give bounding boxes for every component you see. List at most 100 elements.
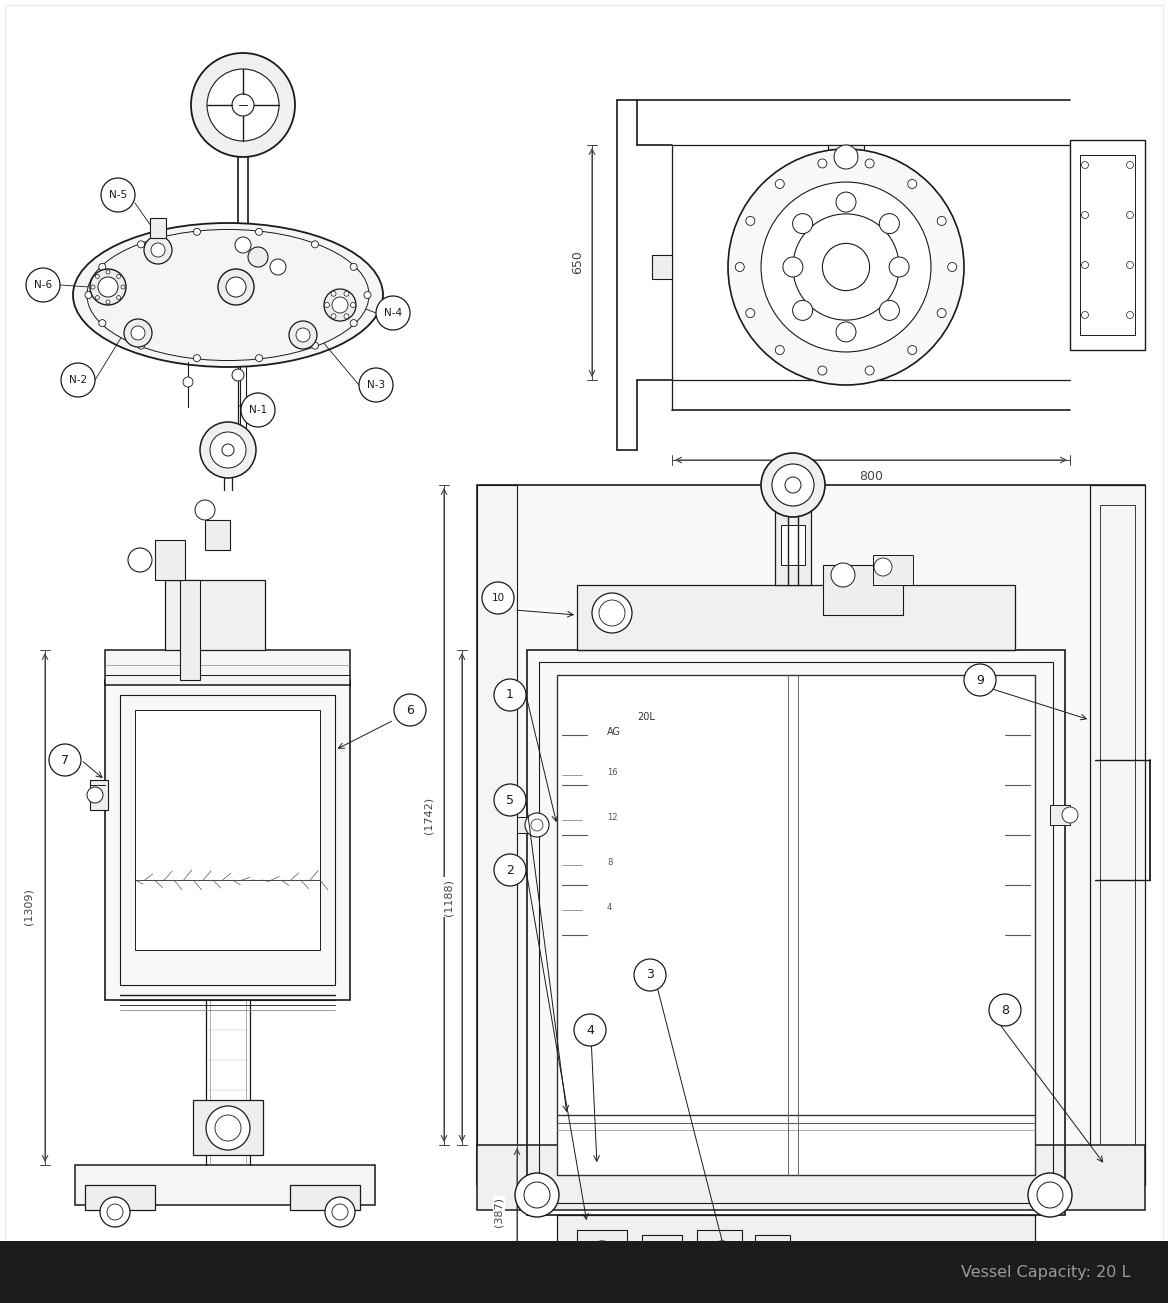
Bar xyxy=(538,662,1054,1203)
Circle shape xyxy=(345,292,349,296)
Circle shape xyxy=(86,787,103,803)
Bar xyxy=(781,525,805,566)
Circle shape xyxy=(964,665,996,696)
Text: 16: 16 xyxy=(607,767,618,777)
Circle shape xyxy=(222,444,234,456)
Circle shape xyxy=(332,1204,348,1220)
Circle shape xyxy=(889,257,909,278)
Circle shape xyxy=(200,422,256,478)
Circle shape xyxy=(531,820,543,831)
Circle shape xyxy=(350,319,357,327)
Circle shape xyxy=(131,326,145,340)
Text: 3: 3 xyxy=(646,968,654,981)
Circle shape xyxy=(1082,311,1089,318)
Text: N-3: N-3 xyxy=(367,380,385,390)
Text: N-4: N-4 xyxy=(384,308,402,318)
Text: (1188): (1188) xyxy=(443,878,453,916)
Circle shape xyxy=(793,214,813,233)
Circle shape xyxy=(215,1115,241,1141)
Circle shape xyxy=(599,599,625,625)
Circle shape xyxy=(783,257,802,278)
Bar xyxy=(517,817,542,833)
Circle shape xyxy=(634,959,666,992)
Text: N-6: N-6 xyxy=(34,280,53,291)
Circle shape xyxy=(256,354,263,362)
Bar xyxy=(105,680,350,999)
Circle shape xyxy=(256,228,263,236)
Bar xyxy=(477,485,517,1184)
Bar xyxy=(652,255,672,279)
Circle shape xyxy=(376,296,410,330)
Circle shape xyxy=(96,296,99,300)
Circle shape xyxy=(241,394,274,427)
Circle shape xyxy=(207,69,279,141)
Circle shape xyxy=(746,216,755,225)
Circle shape xyxy=(296,328,310,341)
Circle shape xyxy=(573,1014,606,1046)
Text: 6: 6 xyxy=(406,704,413,717)
Circle shape xyxy=(1082,162,1089,168)
Bar xyxy=(1070,139,1145,351)
Circle shape xyxy=(592,593,632,633)
Circle shape xyxy=(232,369,244,380)
Bar xyxy=(120,694,335,985)
Circle shape xyxy=(100,179,135,212)
Circle shape xyxy=(138,241,145,248)
Circle shape xyxy=(100,1197,130,1227)
Circle shape xyxy=(708,1240,736,1269)
Circle shape xyxy=(524,1182,550,1208)
Circle shape xyxy=(96,275,99,279)
Text: 1: 1 xyxy=(506,688,514,701)
Circle shape xyxy=(515,1173,559,1217)
Bar xyxy=(155,539,185,580)
Circle shape xyxy=(332,297,348,313)
Circle shape xyxy=(818,159,827,168)
Circle shape xyxy=(288,321,317,349)
Text: 2: 2 xyxy=(506,864,514,877)
Circle shape xyxy=(195,500,215,520)
Circle shape xyxy=(128,549,152,572)
Text: N-5: N-5 xyxy=(109,190,127,199)
Circle shape xyxy=(836,322,856,341)
Circle shape xyxy=(1126,311,1133,318)
Text: 5: 5 xyxy=(506,794,514,807)
Circle shape xyxy=(192,53,296,156)
Bar xyxy=(697,1230,742,1280)
Circle shape xyxy=(830,563,855,586)
Bar xyxy=(577,1230,627,1280)
Circle shape xyxy=(325,302,329,308)
Circle shape xyxy=(106,300,110,304)
Circle shape xyxy=(248,248,267,267)
Circle shape xyxy=(524,813,549,837)
Ellipse shape xyxy=(86,229,369,361)
Bar xyxy=(557,675,1035,1175)
Circle shape xyxy=(865,366,874,375)
Bar xyxy=(1050,805,1070,825)
Circle shape xyxy=(482,582,514,614)
Circle shape xyxy=(394,694,426,726)
Bar xyxy=(828,145,864,175)
Circle shape xyxy=(270,259,286,275)
Circle shape xyxy=(124,319,152,347)
Circle shape xyxy=(494,784,526,816)
Text: 8: 8 xyxy=(1001,1003,1009,1016)
Circle shape xyxy=(49,744,81,777)
Circle shape xyxy=(1082,262,1089,268)
Text: 9: 9 xyxy=(976,674,983,687)
Circle shape xyxy=(91,285,95,289)
Circle shape xyxy=(494,679,526,711)
Bar xyxy=(135,710,320,950)
Circle shape xyxy=(880,301,899,321)
Circle shape xyxy=(908,345,917,354)
Circle shape xyxy=(232,94,253,116)
Circle shape xyxy=(1037,1182,1063,1208)
Text: 4: 4 xyxy=(586,1023,595,1036)
Circle shape xyxy=(350,263,357,271)
Bar xyxy=(150,218,166,238)
Bar xyxy=(776,506,811,585)
Circle shape xyxy=(98,278,118,297)
Circle shape xyxy=(210,433,246,468)
Circle shape xyxy=(818,366,827,375)
Bar xyxy=(477,485,1145,1184)
Bar xyxy=(755,1235,790,1276)
